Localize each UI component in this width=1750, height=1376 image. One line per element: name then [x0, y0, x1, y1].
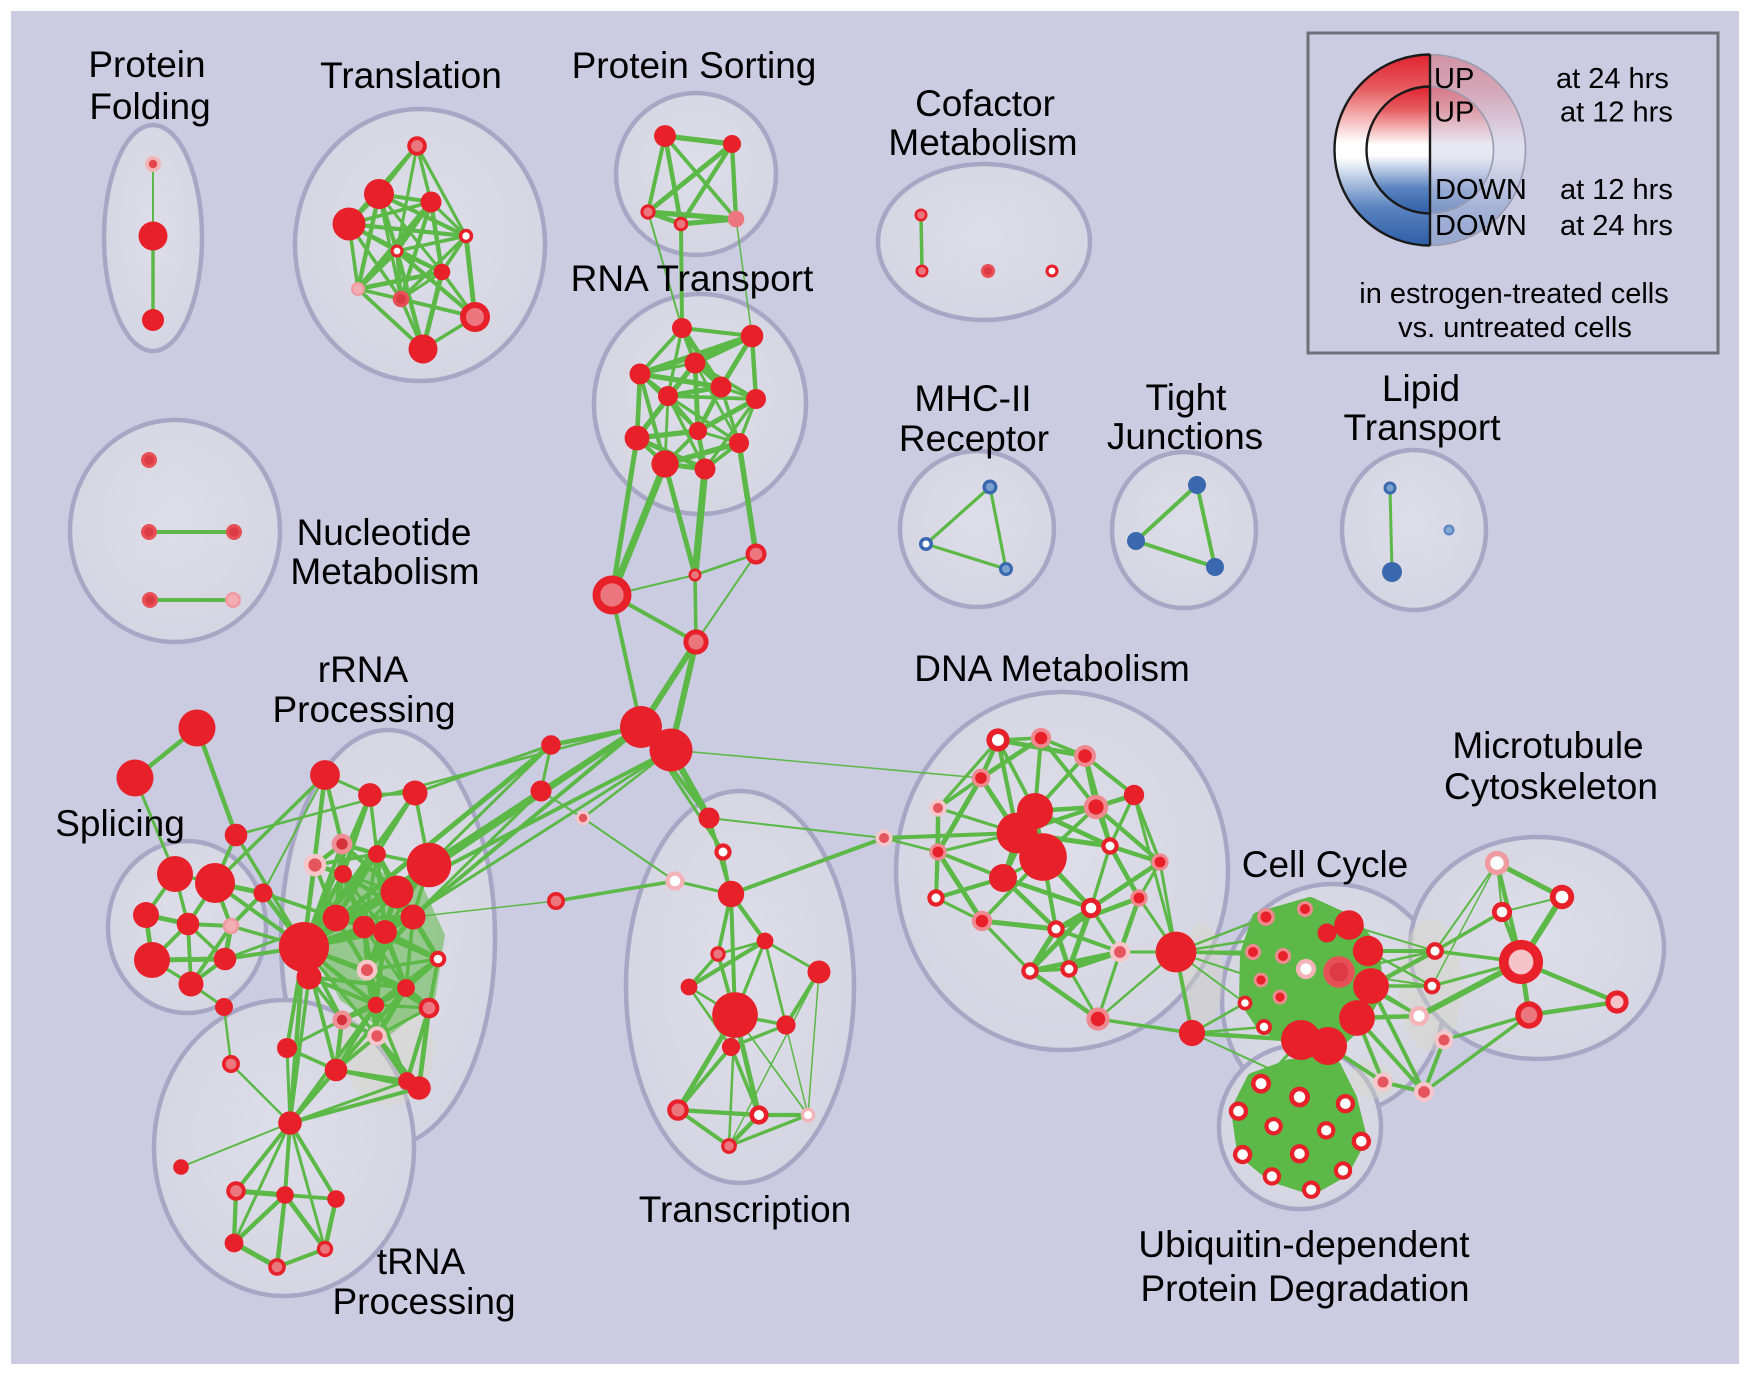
svg-text:Folding: Folding	[89, 86, 210, 127]
svg-text:Processing: Processing	[332, 1281, 515, 1322]
svg-text:Ubiquitin-dependent: Ubiquitin-dependent	[1138, 1224, 1470, 1265]
svg-text:MHC-II: MHC-II	[914, 378, 1031, 419]
svg-text:Cytoskeleton: Cytoskeleton	[1444, 766, 1658, 807]
svg-text:rRNA: rRNA	[318, 649, 409, 690]
svg-text:Transcription: Transcription	[639, 1189, 851, 1230]
svg-text:DOWN: DOWN	[1435, 174, 1527, 206]
svg-text:Receptor: Receptor	[899, 418, 1049, 459]
svg-text:UP: UP	[1434, 97, 1474, 129]
svg-text:Cofactor: Cofactor	[915, 83, 1055, 124]
svg-text:Protein Degradation: Protein Degradation	[1140, 1268, 1469, 1309]
svg-text:Metabolism: Metabolism	[290, 551, 479, 592]
svg-text:UP: UP	[1434, 63, 1474, 95]
svg-text:Lipid: Lipid	[1382, 368, 1460, 409]
svg-text:Microtubule: Microtubule	[1452, 725, 1643, 766]
svg-text:Tight: Tight	[1146, 377, 1228, 418]
svg-text:Processing: Processing	[272, 689, 455, 730]
svg-text:at 12 hrs: at 12 hrs	[1560, 174, 1673, 206]
svg-text:Metabolism: Metabolism	[888, 122, 1077, 163]
svg-text:Cell Cycle: Cell Cycle	[1242, 844, 1409, 885]
svg-text:RNA Transport: RNA Transport	[571, 258, 814, 299]
svg-text:DOWN: DOWN	[1435, 210, 1527, 242]
svg-text:Protein: Protein	[88, 44, 205, 85]
svg-text:tRNA: tRNA	[377, 1241, 466, 1282]
svg-text:at 24 hrs: at 24 hrs	[1556, 63, 1669, 95]
svg-text:in estrogen-treated cells: in estrogen-treated cells	[1359, 278, 1669, 310]
svg-text:Splicing: Splicing	[55, 803, 185, 844]
svg-text:DNA Metabolism: DNA Metabolism	[914, 648, 1190, 689]
svg-text:at 24 hrs: at 24 hrs	[1560, 210, 1673, 242]
svg-text:at 12 hrs: at 12 hrs	[1560, 97, 1673, 129]
svg-text:Junctions: Junctions	[1107, 416, 1263, 457]
svg-text:Translation: Translation	[320, 55, 502, 96]
svg-text:vs. untreated cells: vs. untreated cells	[1398, 312, 1632, 344]
svg-text:Protein Sorting: Protein Sorting	[572, 45, 817, 86]
svg-text:Transport: Transport	[1344, 407, 1502, 448]
svg-text:Nucleotide: Nucleotide	[297, 512, 472, 553]
